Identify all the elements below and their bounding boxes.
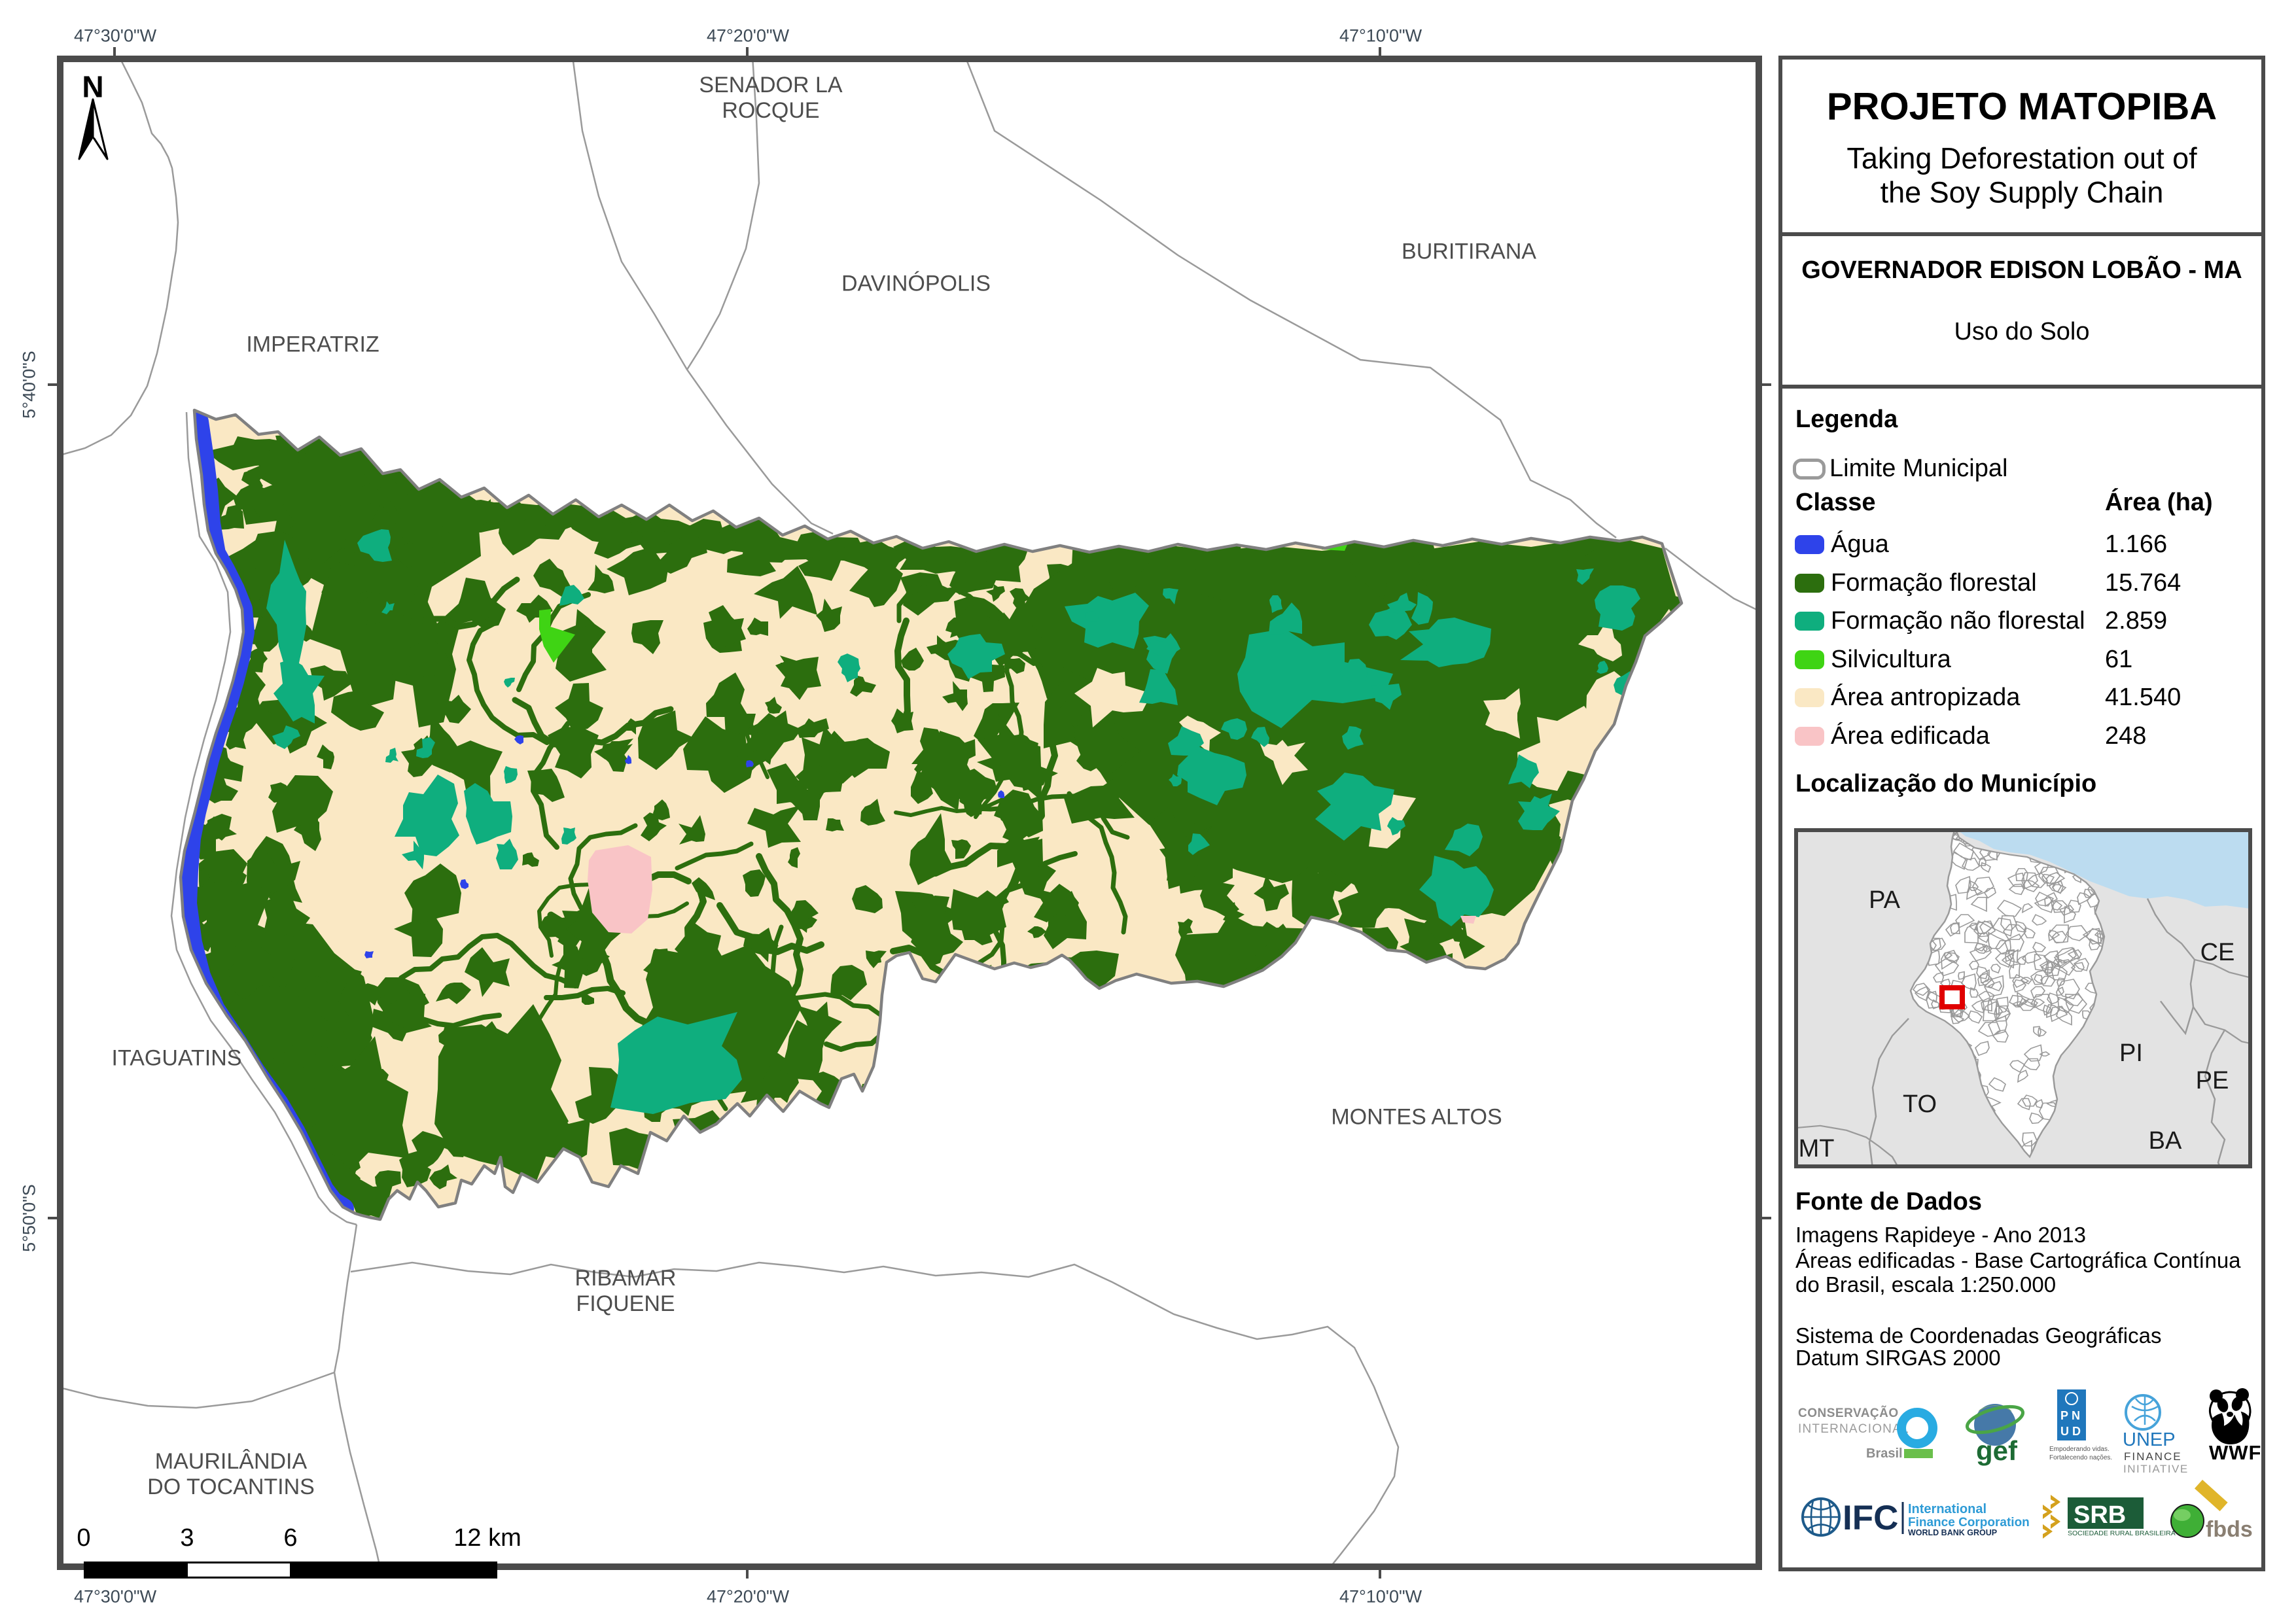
svg-text:UD: UD [2060, 1425, 2084, 1438]
svg-text:INITIATIVE: INITIATIVE [2123, 1463, 2189, 1475]
svg-text:WORLD BANK GROUP: WORLD BANK GROUP [1908, 1528, 1997, 1537]
svg-text:CONSERVAÇÃO: CONSERVAÇÃO [1798, 1406, 1899, 1420]
svg-text:CE: CE [2200, 939, 2235, 966]
svg-text:PN: PN [2060, 1409, 2083, 1422]
svg-text:gef: gef [1976, 1435, 2018, 1466]
svg-text:PI: PI [2119, 1039, 2143, 1067]
svg-text:INTERNACIONAL: INTERNACIONAL [1798, 1422, 1909, 1436]
svg-text:PE: PE [2196, 1067, 2229, 1094]
svg-text:IFC: IFC [1843, 1499, 1898, 1537]
svg-text:fbds: fbds [2206, 1517, 2253, 1542]
svg-text:FINANCE: FINANCE [2124, 1450, 2182, 1463]
svg-text:MT: MT [1799, 1135, 1835, 1162]
svg-text:Fortalecendo nações.: Fortalecendo nações. [2049, 1454, 2112, 1461]
svg-text:WWF: WWF [2209, 1441, 2261, 1464]
svg-text:International: International [1908, 1502, 1987, 1516]
svg-text:BA: BA [2149, 1127, 2182, 1155]
svg-text:Finance Corporation: Finance Corporation [1908, 1516, 2030, 1529]
svg-text:Brasil: Brasil [1866, 1446, 1903, 1461]
svg-text:SRB: SRB [2074, 1501, 2126, 1529]
svg-text:PA: PA [1869, 886, 1901, 914]
svg-text:UNEP: UNEP [2123, 1429, 2176, 1450]
svg-text:TO: TO [1903, 1091, 1937, 1118]
svg-text:SOCIEDADE RURAL BRASILEIRA: SOCIEDADE RURAL BRASILEIRA [2068, 1529, 2176, 1537]
svg-text:Empoderando vidas.: Empoderando vidas. [2049, 1446, 2110, 1453]
